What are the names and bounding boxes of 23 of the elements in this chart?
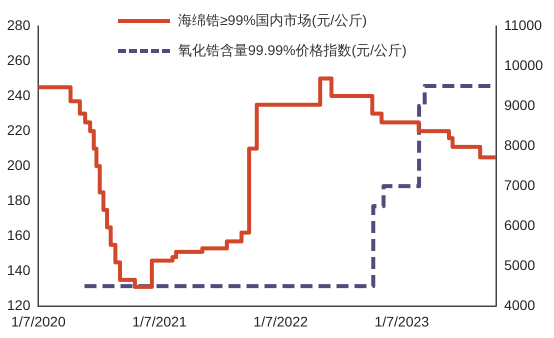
y-tick-label: 140 [7, 262, 31, 278]
y-tick-label: 180 [7, 192, 31, 208]
y-tick-label: 200 [7, 156, 31, 173]
y2-tick-label: 8000 [504, 136, 536, 153]
x-tick-label: 1/7/2020 [11, 313, 66, 330]
x-tick-label: 1/7/2021 [132, 313, 187, 330]
y-tick-label: 240 [7, 86, 31, 103]
y2-tick-label: 10000 [504, 56, 544, 73]
x-tick-label: 1/7/2022 [253, 313, 308, 330]
y-tick-label: 260 [7, 52, 31, 68]
y-tick-label: 220 [7, 122, 31, 138]
y2-tick-label: 6000 [504, 217, 536, 233]
legend-label: 海绵锆≥99%国内市场(元/公斤) [178, 12, 367, 30]
y2-tick-label: 4000 [504, 297, 536, 314]
y2-tick-label: 7000 [504, 176, 536, 193]
y2-tick-label: 11000 [504, 16, 542, 33]
y2-tick-label: 9000 [504, 96, 536, 113]
x-tick-label: 1/7/2023 [374, 313, 430, 330]
y-tick-label: 280 [7, 16, 31, 33]
y2-tick-label: 5000 [504, 257, 536, 274]
y-tick-label: 120 [7, 297, 31, 314]
legend-label: 氧化锆含量99.99%价格指数(元/公斤) [178, 42, 407, 60]
y-tick-label: 160 [7, 227, 31, 244]
